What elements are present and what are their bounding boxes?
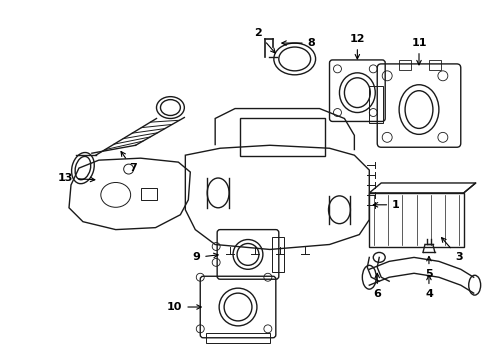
Text: 9: 9 bbox=[192, 252, 218, 262]
Text: 11: 11 bbox=[410, 38, 426, 65]
Text: 3: 3 bbox=[441, 238, 462, 262]
Text: 13: 13 bbox=[58, 173, 95, 183]
Text: 10: 10 bbox=[166, 302, 201, 312]
Bar bbox=[368, 193, 463, 247]
Text: 12: 12 bbox=[349, 34, 365, 59]
Text: 8: 8 bbox=[281, 38, 315, 48]
Bar bbox=[398, 60, 410, 70]
Bar bbox=[206, 333, 269, 343]
Bar bbox=[271, 237, 283, 272]
Text: 2: 2 bbox=[254, 28, 275, 53]
Text: 6: 6 bbox=[372, 273, 381, 299]
Bar bbox=[428, 60, 440, 70]
Bar bbox=[141, 188, 156, 200]
Text: 1: 1 bbox=[372, 200, 399, 210]
Text: 4: 4 bbox=[424, 275, 432, 299]
Bar bbox=[240, 118, 324, 156]
Text: 7: 7 bbox=[121, 152, 136, 173]
Bar bbox=[368, 86, 383, 123]
Text: 5: 5 bbox=[424, 256, 432, 279]
